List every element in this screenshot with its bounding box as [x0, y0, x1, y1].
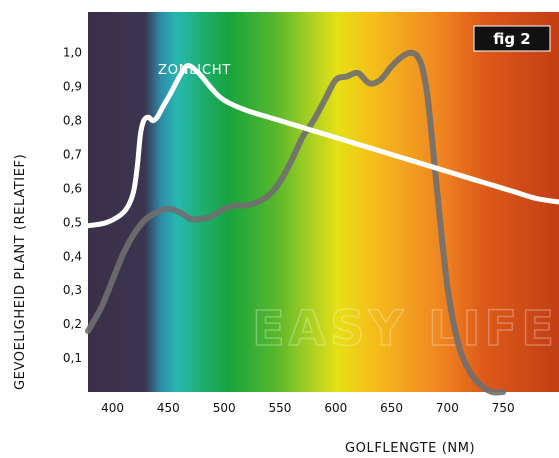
y-tick-label: 0,9 — [63, 80, 82, 94]
y-tick-label: 0,7 — [63, 148, 82, 162]
y-axis-title: GEVOELIGHEID PLANT (RELATIEF) — [13, 154, 28, 390]
y-tick-label: 0,3 — [63, 283, 82, 297]
x-tick-label: 700 — [436, 401, 459, 415]
y-tick-label: 0,8 — [63, 114, 82, 128]
y-tick-labels: 0,1 0,2 0,3 0,4 0,5 0,6 0,7 0,8 0,9 1,0 — [63, 46, 82, 365]
easy-life-watermark: EASY LIFE — [252, 301, 558, 357]
series-line-zonlicht — [85, 62, 559, 229]
x-tick-label: 650 — [380, 401, 403, 415]
y-tick-label: 0,2 — [63, 317, 82, 331]
y-tick-label: 0,6 — [63, 181, 82, 195]
y-tick-label: 1,0 — [63, 46, 82, 60]
series-line-plant-sensitivity — [85, 49, 507, 396]
x-tick-label: 550 — [269, 401, 292, 415]
x-tick-label: 400 — [101, 401, 124, 415]
x-tick-label: 500 — [213, 401, 236, 415]
x-tick-label: 750 — [492, 401, 515, 415]
x-tick-labels: 400 450 500 550 600 650 700 750 — [101, 401, 515, 415]
series-lines — [85, 49, 559, 396]
x-tick-label: 600 — [324, 401, 347, 415]
fig-label: fig 2 — [493, 30, 531, 48]
y-tick-label: 0,4 — [63, 249, 82, 263]
y-tick-label: 0,5 — [63, 215, 82, 229]
spectrum-background — [88, 12, 559, 392]
y-tick-label: 0,1 — [63, 351, 82, 365]
x-axis-title: GOLFLENGTE (NM) — [345, 441, 475, 456]
x-tick-label: 450 — [157, 401, 180, 415]
fig-label-box — [473, 25, 551, 52]
